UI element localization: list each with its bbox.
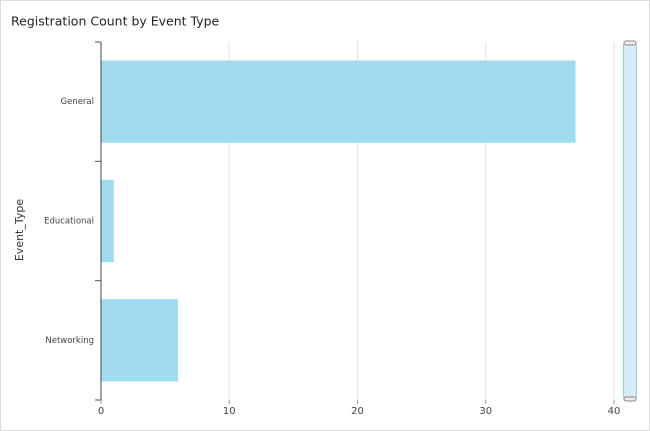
y-tick-label: Educational — [44, 217, 94, 227]
x-tick-label: 10 — [223, 406, 236, 417]
y-tick-label: Networking — [45, 336, 94, 346]
x-tick-label: 0 — [98, 406, 104, 417]
y-tick-label: General — [61, 97, 95, 107]
bar — [101, 60, 576, 143]
chart-title: Registration Count by Event Type — [11, 14, 220, 29]
scrollbar[interactable] — [623, 40, 637, 402]
y-axis-title: Event_Type — [13, 199, 26, 262]
scroll-handle-top[interactable] — [623, 40, 637, 46]
x-tick-label: 40 — [608, 406, 621, 417]
scroll-handle-bottom[interactable] — [623, 396, 637, 402]
x-tick-label: 30 — [479, 406, 492, 417]
bar — [101, 179, 114, 263]
x-tick-label: 20 — [351, 406, 364, 417]
bar — [101, 299, 178, 382]
scroll-track[interactable] — [623, 42, 637, 400]
